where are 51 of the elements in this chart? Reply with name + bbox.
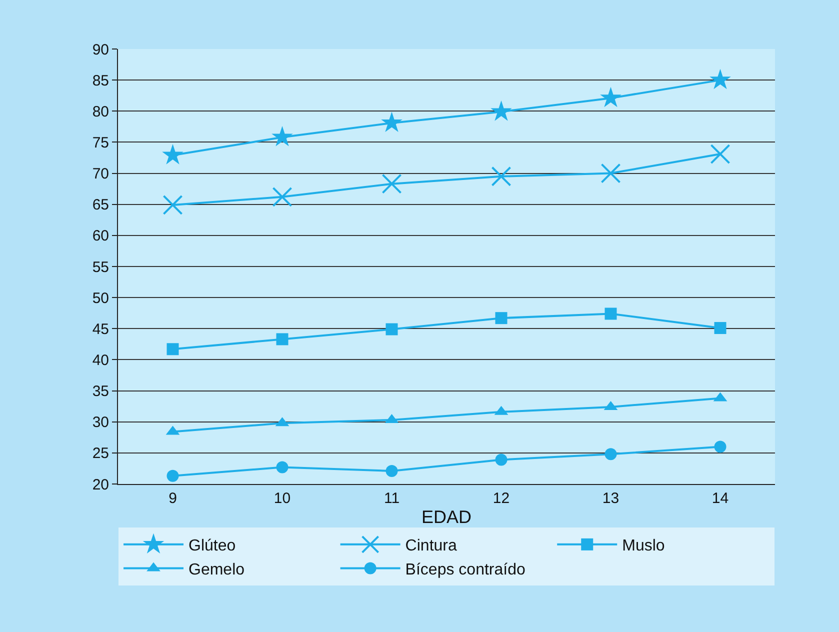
point <box>166 343 179 356</box>
legend-label: Gemelo <box>188 561 245 578</box>
legend-label: Cintura <box>405 538 457 555</box>
point <box>386 464 398 477</box>
point <box>276 461 288 474</box>
point <box>495 312 508 324</box>
point <box>604 448 617 460</box>
y-tick-label: 20 <box>92 476 109 494</box>
x-tick-label: 13 <box>602 490 620 507</box>
x-tick-label: 9 <box>168 490 177 507</box>
x-tick-label: 11 <box>384 490 400 507</box>
x-tick-label: 10 <box>274 490 291 507</box>
y-tick-label: 30 <box>92 414 109 432</box>
point <box>604 308 617 320</box>
legend-label: Muslo <box>622 538 665 555</box>
point <box>714 322 726 334</box>
point <box>714 440 726 453</box>
point <box>382 174 402 194</box>
point <box>710 144 730 164</box>
y-tick-label: 40 <box>92 352 109 369</box>
y-tick-label: 55 <box>92 258 109 276</box>
y-tick-label: 70 <box>92 166 109 183</box>
y-tick-label: 25 <box>92 445 109 462</box>
point <box>386 323 398 336</box>
y-tick-label: 75 <box>92 134 109 152</box>
point <box>272 126 293 146</box>
y-tick-label: 35 <box>92 383 109 400</box>
point <box>600 163 621 184</box>
point <box>495 454 508 466</box>
y-tick-label: 90 <box>92 41 109 58</box>
x-tick-label: 12 <box>492 490 510 507</box>
point <box>162 194 183 215</box>
y-tick-label: 65 <box>92 196 109 214</box>
y-tick-label: 45 <box>92 320 109 338</box>
x-axis-title: EDAD <box>421 507 472 528</box>
point <box>490 100 512 121</box>
legend-label: Bíceps contraído <box>405 561 526 578</box>
point <box>162 144 184 164</box>
point <box>276 333 288 346</box>
y-tick-label: 80 <box>92 103 109 120</box>
point <box>710 68 731 90</box>
point <box>491 166 512 186</box>
point <box>272 186 292 207</box>
point <box>166 470 179 482</box>
point <box>381 112 402 132</box>
y-tick-label: 60 <box>92 228 109 245</box>
y-tick-label: 50 <box>92 290 109 307</box>
x-tick-label: 14 <box>712 490 729 507</box>
y-tick-label: 85 <box>92 72 109 90</box>
legend-label: Glúteo <box>188 538 236 555</box>
point <box>600 86 622 108</box>
